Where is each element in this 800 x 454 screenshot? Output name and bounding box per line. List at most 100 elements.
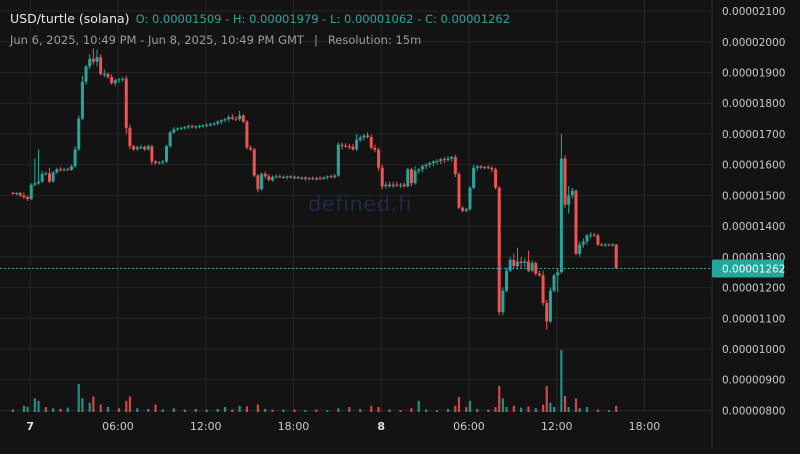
candle-body bbox=[336, 144, 340, 176]
volume-bar bbox=[534, 408, 537, 412]
volume-bar bbox=[596, 409, 600, 412]
volume-bar bbox=[388, 409, 391, 412]
y-tick-label: 0.00001500 bbox=[722, 190, 785, 202]
candle-body bbox=[69, 166, 73, 170]
resolution-label[interactable]: Resolution: 15m bbox=[327, 33, 422, 47]
volume-bar bbox=[552, 407, 556, 412]
volume-bar bbox=[607, 410, 610, 412]
candle-body bbox=[358, 137, 362, 141]
candle-body bbox=[373, 147, 377, 150]
y-tick-label: 0.00001800 bbox=[722, 98, 785, 110]
volume-bar bbox=[476, 408, 479, 412]
candle-body bbox=[37, 181, 41, 184]
volume-bar bbox=[161, 409, 164, 412]
candle-body bbox=[99, 57, 103, 75]
volume-bar bbox=[512, 405, 515, 412]
symbol-title: USD/turtle (solana) bbox=[10, 11, 130, 26]
candle-body bbox=[574, 190, 578, 254]
volume-bar bbox=[545, 385, 548, 412]
volume-bar bbox=[264, 408, 267, 412]
candle-body bbox=[128, 127, 132, 147]
candle-body bbox=[607, 244, 611, 246]
volume-bar bbox=[567, 407, 570, 412]
volume-bar bbox=[487, 409, 490, 412]
candle-body bbox=[172, 129, 176, 133]
x-tick-label: 12:00 bbox=[541, 420, 573, 433]
candle-body bbox=[150, 146, 154, 162]
y-tick-label: 0.00001000 bbox=[722, 344, 785, 356]
candle-body bbox=[351, 146, 355, 150]
volume-bar bbox=[26, 407, 29, 412]
candle-body bbox=[132, 146, 136, 150]
volume-bar bbox=[99, 404, 102, 412]
volume-bar bbox=[578, 408, 581, 412]
y-tick-label: 0.00002000 bbox=[722, 37, 785, 49]
candle-body bbox=[274, 176, 278, 178]
candle-body bbox=[333, 175, 337, 177]
volume-bar bbox=[128, 396, 132, 412]
candle-body bbox=[457, 173, 461, 208]
volume-bar bbox=[505, 407, 508, 412]
price-axis[interactable]: 0.00002100 0.00002000 0.00001900 0.00001800… bbox=[722, 6, 785, 417]
candle-body bbox=[113, 80, 117, 84]
candle-body bbox=[600, 244, 604, 246]
candle-body bbox=[73, 149, 77, 167]
last-price-label: 0.00001262 bbox=[722, 264, 785, 276]
candle-body bbox=[175, 128, 179, 130]
candle-body bbox=[417, 169, 421, 171]
volume-bar bbox=[231, 409, 234, 412]
candle-body bbox=[585, 235, 589, 242]
candle-body bbox=[446, 158, 450, 161]
candle-body bbox=[603, 244, 607, 246]
time-axis[interactable]: 7 06:00 12:00 18:00 8 06:00 12:00 18:00 bbox=[26, 420, 660, 433]
volume-bar bbox=[574, 398, 578, 412]
candle-body bbox=[596, 235, 600, 245]
candle-body bbox=[512, 259, 516, 267]
volume-bar bbox=[271, 409, 274, 412]
candle-body bbox=[464, 209, 468, 211]
volume-bar bbox=[326, 410, 329, 412]
candle-body bbox=[186, 126, 190, 128]
candle-body bbox=[402, 184, 406, 187]
candle-body bbox=[252, 149, 256, 176]
watermark: defined.fi bbox=[308, 192, 412, 216]
candle-body bbox=[424, 164, 428, 167]
candle-body bbox=[501, 290, 505, 313]
candle-body bbox=[106, 74, 110, 78]
candle-body bbox=[409, 169, 413, 184]
volume-bar bbox=[77, 384, 80, 412]
candle-body bbox=[388, 184, 392, 187]
candle-body bbox=[230, 117, 234, 119]
candle-body bbox=[201, 125, 205, 127]
ohlc-readout: O: 0.00001509 - H: 0.00001979 - L: 0.000… bbox=[135, 12, 511, 26]
candle-body bbox=[578, 244, 582, 254]
volume-bar bbox=[520, 407, 523, 412]
candle-body bbox=[197, 125, 201, 127]
candle-body bbox=[238, 115, 242, 120]
y-tick-label: 0.00001600 bbox=[722, 160, 785, 172]
volume-bar bbox=[359, 408, 362, 412]
candle-body bbox=[377, 149, 381, 168]
volume-bar bbox=[205, 409, 208, 412]
volume-bar bbox=[106, 407, 110, 412]
candle-body bbox=[318, 178, 322, 180]
candle-body bbox=[51, 172, 55, 182]
candle-body bbox=[22, 195, 26, 197]
volume-bar bbox=[435, 410, 439, 412]
candle-body bbox=[581, 241, 585, 245]
candle-body bbox=[124, 78, 128, 128]
candle-body bbox=[110, 77, 114, 84]
candle-body bbox=[139, 146, 143, 148]
chart-header: USD/turtle (solana) O: 0.00001509 - H: 0.… bbox=[10, 11, 510, 26]
candle-body bbox=[559, 158, 563, 273]
candle-body bbox=[450, 157, 454, 159]
candle-body bbox=[183, 127, 187, 129]
candle-body bbox=[29, 184, 33, 200]
volume-bar bbox=[238, 405, 241, 412]
candle-body bbox=[44, 173, 48, 175]
candle-body bbox=[552, 275, 556, 291]
volume-bar bbox=[293, 409, 296, 412]
candle-body bbox=[614, 244, 618, 269]
